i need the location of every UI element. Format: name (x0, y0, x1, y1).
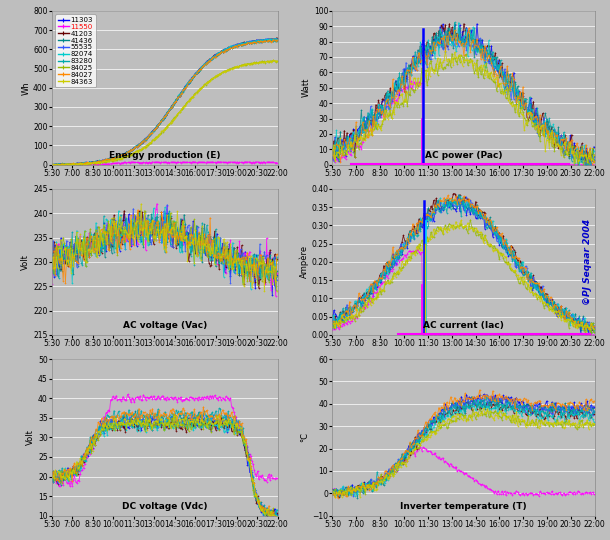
Text: Inverter temperature (T): Inverter temperature (T) (400, 502, 527, 511)
Y-axis label: °C: °C (301, 433, 309, 442)
Y-axis label: Wh: Wh (21, 81, 30, 94)
Y-axis label: Volt: Volt (21, 254, 30, 270)
Y-axis label: Volt: Volt (26, 429, 35, 445)
Y-axis label: Ampère: Ampère (299, 245, 309, 279)
Text: AC voltage (Vac): AC voltage (Vac) (123, 321, 207, 330)
Text: Energy production (E): Energy production (E) (109, 151, 220, 160)
Text: AC power (Pac): AC power (Pac) (425, 151, 503, 160)
Text: AC current (Iac): AC current (Iac) (423, 321, 504, 330)
Y-axis label: Watt: Watt (302, 78, 311, 97)
Text: ©PJ Seqaar 2004: ©PJ Seqaar 2004 (583, 219, 592, 305)
Text: DC voltage (Vdc): DC voltage (Vdc) (122, 502, 207, 511)
Legend: 11303, 11550, 41203, 41436, 55535, 82074, 83280, 84025, 84027, 84363: 11303, 11550, 41203, 41436, 55535, 82074… (56, 14, 96, 87)
